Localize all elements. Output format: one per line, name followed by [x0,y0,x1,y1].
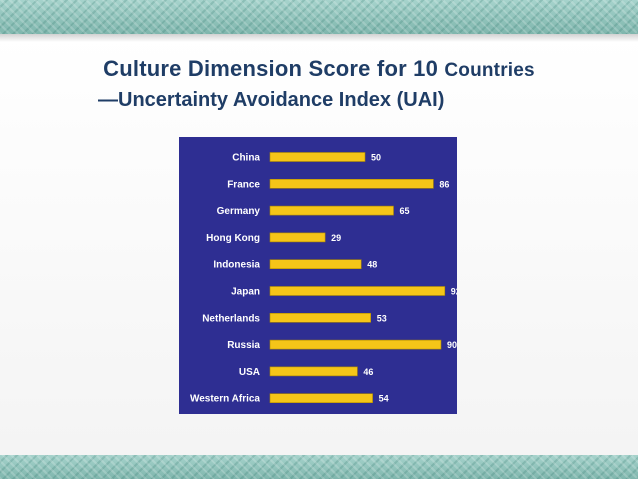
slide-subtitle: —Uncertainty Avoidance Index (UAI) [98,89,445,111]
bar-western-africa [269,393,373,404]
bar-china [269,152,366,162]
uai-bar-chart: China France Germany Hong Kong Indonesia Japa… [179,137,461,414]
category-label-western-africa: Western Africa [190,394,260,405]
value-label-russia: 90 [447,340,457,350]
value-label-japan: 92 [451,287,457,297]
category-label-france: France [227,179,260,190]
slide-title: Culture Dimension Score for 10 Countries [0,56,638,82]
bar-japan [269,286,446,296]
value-label-netherlands: 53 [377,313,387,323]
category-label-germany: Germany [217,206,261,217]
slide-title-main-small: Countries [444,60,535,81]
category-labels: China France Germany Hong Kong Indonesia Japa… [190,153,260,405]
slide-title-main: Culture Dimension Score for 10 [103,56,439,81]
top-decorative-band [0,0,638,34]
bar-germany [269,205,394,216]
category-label-usa: USA [239,367,260,378]
category-label-indonesia: Indonesia [213,260,260,271]
value-label-indonesia: 48 [367,260,377,270]
bar-russia [269,339,442,350]
bar-netherlands [269,313,371,323]
value-label-western-africa: 54 [379,394,389,404]
category-label-hong-kong: Hong Kong [206,233,260,244]
bar-usa [269,366,358,377]
bar-hong-kong [269,232,326,243]
category-label-china: China [232,153,260,164]
top-band-shadow [0,34,638,42]
value-label-usa: 46 [363,367,373,377]
category-label-russia: Russia [227,340,260,351]
value-label-france: 86 [439,179,449,189]
value-label-china: 50 [371,153,381,163]
bars [269,152,446,404]
bottom-decorative-band [0,455,638,479]
value-label-germany: 65 [400,206,410,216]
value-label-hong-kong: 29 [331,233,341,243]
bar-france [269,178,434,189]
value-labels: 50 86 65 29 48 92 53 90 46 54 [331,153,461,404]
chart-svg: China France Germany Hong Kong Indonesia Japa… [179,137,461,414]
category-label-netherlands: Netherlands [202,313,260,324]
bar-indonesia [269,259,362,269]
category-label-japan: Japan [231,287,260,298]
